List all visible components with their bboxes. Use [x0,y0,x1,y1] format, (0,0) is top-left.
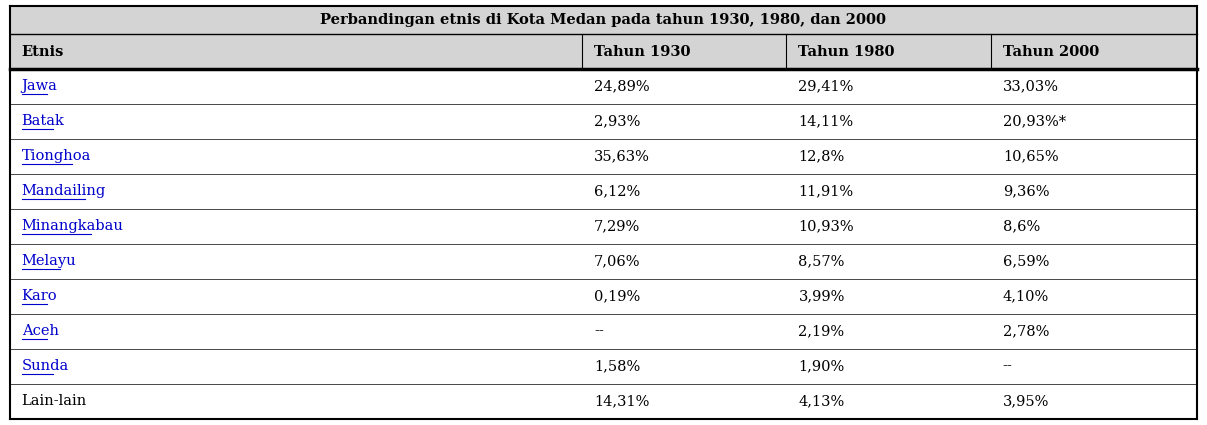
Text: Etnis: Etnis [22,45,64,59]
Text: 20,93%*: 20,93%* [1003,114,1066,128]
Text: Tahun 2000: Tahun 2000 [1003,45,1100,59]
Bar [10,348,1197,384]
Text: 2,78%: 2,78% [1003,324,1049,338]
Text: 4,10%: 4,10% [1003,289,1049,303]
Text: Perbandingan etnis di Kota Medan pada tahun 1930, 1980, dan 2000: Perbandingan etnis di Kota Medan pada ta… [321,13,886,27]
Text: 14,31%: 14,31% [594,394,649,408]
Text: 2,19%: 2,19% [799,324,845,338]
Bar [10,139,1197,174]
Text: 2,93%: 2,93% [594,114,641,128]
Bar [10,314,1197,348]
Text: 7,06%: 7,06% [594,254,641,268]
Text: 24,89%: 24,89% [594,79,649,94]
Text: 6,12%: 6,12% [594,184,641,198]
Text: 10,93%: 10,93% [799,219,855,233]
Text: Melayu: Melayu [22,254,76,268]
Bar [10,104,1197,139]
Text: Sunda: Sunda [22,359,69,373]
Text: Mandailing: Mandailing [22,184,106,198]
Text: 3,99%: 3,99% [799,289,845,303]
Text: 8,6%: 8,6% [1003,219,1040,233]
Bar [10,384,1197,419]
Bar [10,174,1197,209]
Text: --: -- [1003,359,1013,373]
Text: Jawa: Jawa [22,79,58,94]
Text: Tahun 1980: Tahun 1980 [799,45,894,59]
Text: 8,57%: 8,57% [799,254,845,268]
Text: 11,91%: 11,91% [799,184,853,198]
Text: Minangkabau: Minangkabau [22,219,123,233]
Text: Karo: Karo [22,289,58,303]
Text: Lain-lain: Lain-lain [22,394,87,408]
Text: 0,19%: 0,19% [594,289,641,303]
Text: 3,95%: 3,95% [1003,394,1049,408]
Bar [10,6,1197,34]
Text: Aceh: Aceh [22,324,59,338]
Text: 1,58%: 1,58% [594,359,641,373]
Text: 14,11%: 14,11% [799,114,853,128]
Text: 10,65%: 10,65% [1003,149,1059,163]
Text: 33,03%: 33,03% [1003,79,1059,94]
Text: 7,29%: 7,29% [594,219,641,233]
Text: Tahun 1930: Tahun 1930 [594,45,690,59]
Text: 6,59%: 6,59% [1003,254,1049,268]
Text: 29,41%: 29,41% [799,79,853,94]
Bar [10,69,1197,104]
Text: 12,8%: 12,8% [799,149,845,163]
Text: Tionghoa: Tionghoa [22,149,91,163]
Text: 1,90%: 1,90% [799,359,845,373]
Text: 9,36%: 9,36% [1003,184,1049,198]
Text: --: -- [594,324,604,338]
Bar [10,279,1197,314]
Text: 4,13%: 4,13% [799,394,845,408]
Bar [10,244,1197,279]
Text: 35,63%: 35,63% [594,149,651,163]
Bar [10,34,1197,69]
Bar [10,209,1197,244]
Text: Batak: Batak [22,114,65,128]
